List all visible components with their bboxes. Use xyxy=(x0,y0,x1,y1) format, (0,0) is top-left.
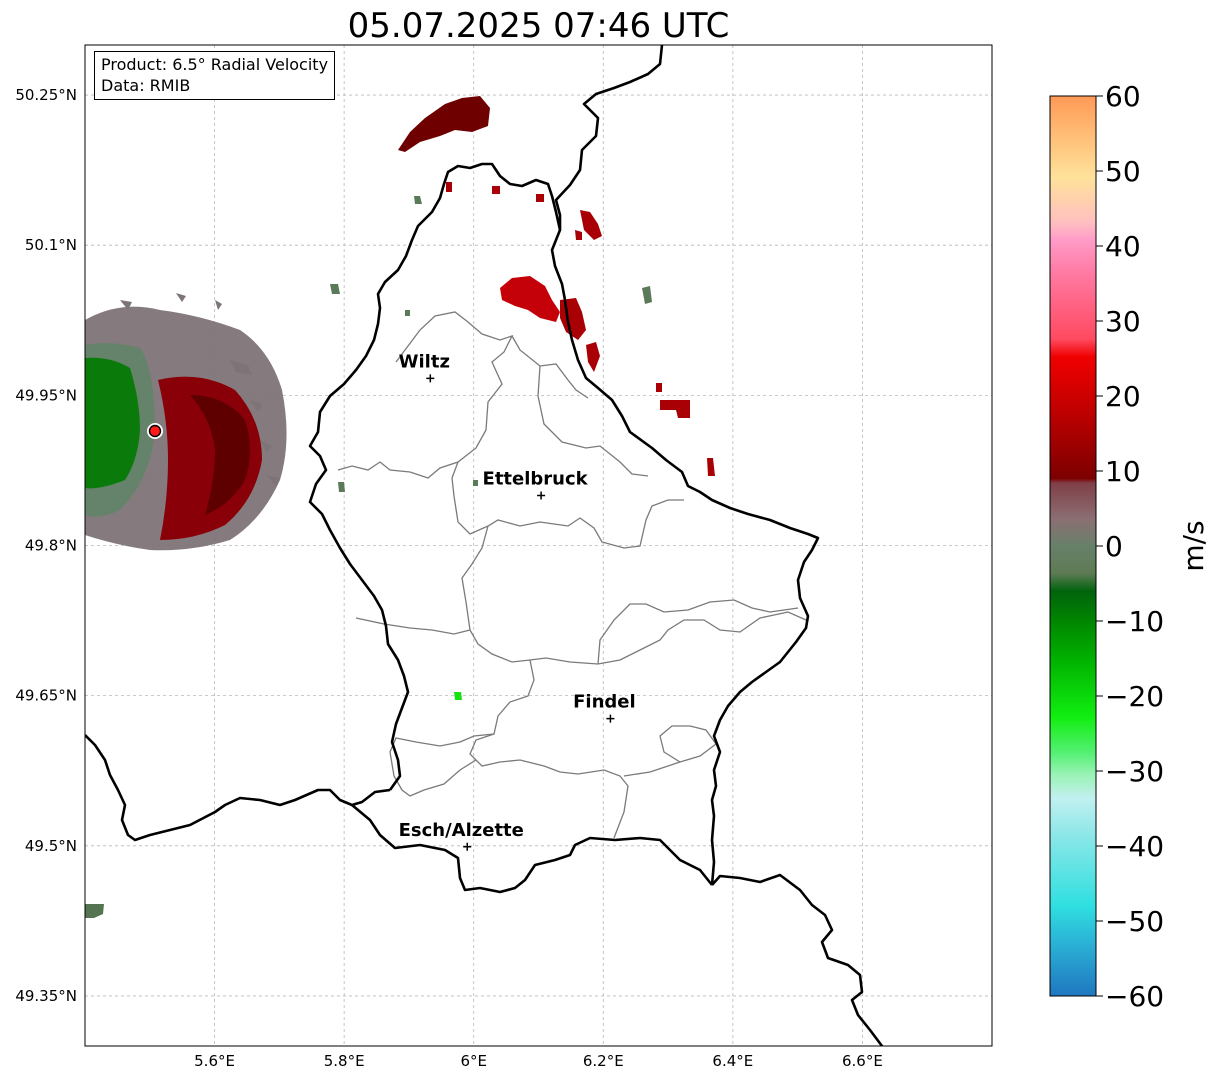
city-label: Esch/Alzette xyxy=(399,820,524,841)
lon-tick-label: 6.2°E xyxy=(583,1052,624,1070)
lon-tick-label: 5.6°E xyxy=(194,1052,235,1070)
colorbar-tick-label: 10 xyxy=(1105,455,1141,488)
city-marker xyxy=(463,842,472,851)
colorbar-tick-label: 0 xyxy=(1105,530,1123,563)
city-label: Findel xyxy=(573,692,636,713)
axis-ticks: 5.6°E 5.8°E 6°E 6.2°E 6.4°E 6.6°E 49.35°N 49.5°… xyxy=(15,86,883,1070)
lat-tick-label: 49.35°N xyxy=(15,987,77,1005)
lat-tick-label: 50.1°N xyxy=(25,236,77,254)
map-frame xyxy=(84,44,993,1047)
colorbar-tick-label: 40 xyxy=(1105,230,1141,263)
lat-tick-label: 49.8°N xyxy=(25,537,77,555)
lat-tick-label: 49.95°N xyxy=(15,386,77,404)
lat-tick-label: 49.65°N xyxy=(15,687,77,705)
lon-tick-label: 6°E xyxy=(460,1052,487,1070)
colorbar-tick-label: 60 xyxy=(1105,80,1141,113)
lat-tick-label: 49.5°N xyxy=(25,837,77,855)
city-marker xyxy=(606,714,615,723)
data-source-text: Data: RMIB xyxy=(101,76,191,95)
city-markers: Wiltz Ettelbruck Findel Esch/Alzette xyxy=(399,351,636,851)
canton-boundaries xyxy=(337,311,807,839)
product-text: Product: 6.5° Radial Velocity xyxy=(101,55,329,74)
colorbar-tick-label: −50 xyxy=(1105,905,1164,938)
colorbar-tick-label: −30 xyxy=(1105,755,1164,788)
map-title: 05.07.2025 07:46 UTC xyxy=(347,6,730,46)
city-marker xyxy=(537,491,546,500)
city-label: Ettelbruck xyxy=(483,468,589,489)
lon-tick-label: 6.6°E xyxy=(842,1052,883,1070)
info-box: Product: 6.5° Radial Velocity Data: RMIB xyxy=(94,51,336,100)
lon-tick-label: 6.4°E xyxy=(712,1052,753,1070)
radar-site-marker xyxy=(148,424,162,438)
colorbar-ticks: 60 50 40 30 20 10 0 −10 −20 −30 −40 −50 −60 xyxy=(1096,80,1164,1013)
colorbar-tick-label: −40 xyxy=(1105,830,1164,863)
colorbar-tick-label: 50 xyxy=(1105,155,1141,188)
colorbar-tick-label: −20 xyxy=(1105,680,1164,713)
radar-echo-west xyxy=(85,293,287,551)
colorbar-tick-label: −10 xyxy=(1105,605,1164,638)
colorbar-gradient xyxy=(1049,95,1097,997)
lat-tick-label: 50.25°N xyxy=(15,86,77,104)
national-borders xyxy=(85,45,884,1046)
colorbar-tick-label: 30 xyxy=(1105,305,1141,338)
city-label: Wiltz xyxy=(399,351,450,372)
colorbar: 60 50 40 30 20 10 0 −10 −20 −30 −40 −50 −60 m/s xyxy=(1049,80,1207,1013)
city-marker xyxy=(426,374,435,383)
colorbar-tick-label: 20 xyxy=(1105,380,1141,413)
lon-tick-label: 5.8°E xyxy=(324,1052,365,1070)
colorbar-label: m/s xyxy=(1177,520,1207,571)
colorbar-tick-label: −60 xyxy=(1105,980,1164,1013)
